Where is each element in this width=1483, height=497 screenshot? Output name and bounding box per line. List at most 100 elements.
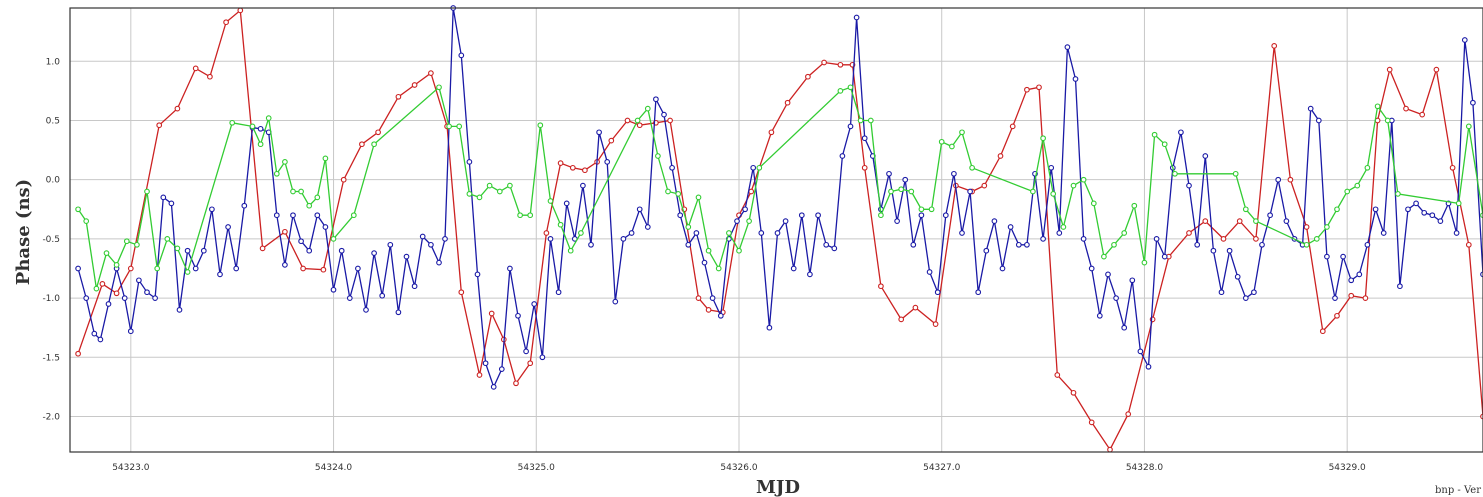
x-axis-title: MJD: [756, 477, 800, 497]
data-point: [306, 247, 313, 254]
data-point: [653, 96, 659, 103]
data-point: [1064, 44, 1071, 50]
data-point: [1362, 295, 1369, 301]
data-point: [458, 52, 465, 59]
data-point: [174, 245, 181, 252]
data-point: [1072, 76, 1079, 82]
data-point: [192, 265, 199, 272]
data-point: [103, 250, 110, 256]
data-point: [667, 117, 673, 124]
data-point: [949, 143, 955, 150]
data-point: [867, 117, 874, 124]
data-point: [322, 155, 329, 162]
data-point: [748, 188, 755, 195]
x-tick-label: 54327.0: [923, 463, 960, 473]
data-point: [1024, 86, 1030, 93]
data-point: [1088, 265, 1095, 272]
data-point: [709, 295, 716, 301]
data-point: [1060, 224, 1067, 230]
data-point: [1419, 111, 1426, 118]
data-point: [1354, 182, 1361, 189]
data-point: [928, 206, 935, 213]
data-point: [97, 336, 104, 343]
data-point: [1324, 224, 1330, 230]
data-point: [898, 186, 905, 193]
data-point: [1315, 117, 1322, 124]
data-point: [1040, 236, 1046, 242]
data-point: [209, 206, 215, 213]
data-point: [1334, 312, 1340, 319]
data-point: [1096, 312, 1103, 319]
data-point: [636, 122, 643, 129]
data-point: [1202, 218, 1209, 224]
data-point: [861, 164, 868, 171]
data-point: [330, 236, 337, 242]
data-point: [857, 117, 864, 124]
data-point: [123, 238, 130, 245]
data-point: [192, 65, 199, 72]
data-point: [1433, 66, 1440, 73]
data-point: [75, 265, 81, 272]
data-point: [466, 191, 473, 197]
data-point: [375, 129, 381, 136]
data-point: [734, 218, 740, 224]
data-point: [695, 194, 702, 201]
data-point: [217, 271, 223, 278]
data-point: [1449, 164, 1456, 171]
data-point: [476, 194, 483, 201]
y-tick-label: 0.5: [46, 116, 60, 126]
data-point: [675, 191, 682, 197]
data-point: [259, 245, 266, 252]
data-point: [184, 269, 191, 275]
data-point: [644, 224, 651, 230]
data-point: [1121, 324, 1128, 331]
data-point: [340, 176, 347, 183]
data-point: [83, 295, 90, 301]
data-point: [861, 135, 868, 142]
data-point: [932, 321, 939, 327]
data-point: [1129, 277, 1136, 284]
data-point: [113, 262, 120, 268]
data-point: [1287, 176, 1294, 183]
data-point: [1259, 241, 1265, 248]
plot-frame: [69, 7, 1483, 453]
data-point: [790, 265, 797, 272]
data-point: [136, 277, 142, 284]
data-point: [442, 236, 448, 242]
data-point: [379, 292, 386, 299]
data-point: [265, 115, 272, 121]
data-point: [1340, 253, 1346, 260]
data-point: [580, 182, 586, 189]
data-point: [1267, 212, 1273, 219]
data-point: [644, 105, 651, 112]
data-point: [83, 218, 90, 224]
data-point: [1232, 170, 1239, 177]
data-point: [160, 194, 167, 201]
data-point: [547, 198, 554, 204]
data-point: [134, 241, 140, 248]
data-point: [1153, 236, 1160, 242]
data-point: [127, 265, 134, 272]
data-point: [229, 119, 236, 126]
data-point: [1465, 123, 1472, 130]
data-point: [320, 266, 327, 273]
data-point: [717, 312, 724, 319]
data-point: [807, 271, 813, 278]
data-point: [543, 230, 550, 236]
data-point: [1413, 200, 1419, 207]
data-point: [1303, 241, 1310, 248]
data-point: [839, 153, 846, 159]
data-point: [918, 206, 925, 213]
data-point: [1403, 105, 1409, 112]
data-point: [736, 247, 742, 254]
data-point: [837, 61, 844, 68]
data-point: [726, 230, 732, 236]
data-point: [878, 212, 884, 219]
y-tick-label: 1.0: [46, 57, 61, 67]
data-point: [1303, 224, 1310, 230]
x-tick-label: 54326.0: [720, 463, 757, 473]
data-point: [1271, 43, 1278, 49]
data-point: [853, 14, 860, 21]
data-point: [1234, 273, 1241, 280]
data-point: [446, 123, 452, 130]
